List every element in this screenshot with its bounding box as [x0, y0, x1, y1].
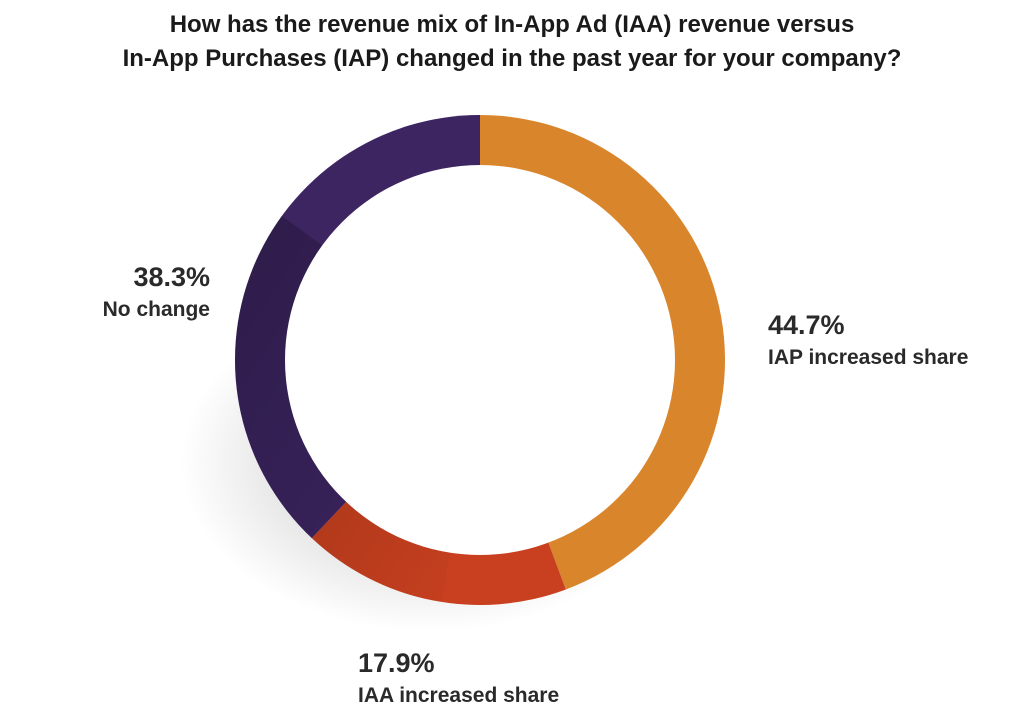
chart-title-line-1: How has the revenue mix of In-App Ad (IA… — [169, 11, 855, 38]
slice-value-label: 17.9% — [358, 648, 435, 678]
slice-category-label: IAP increased share — [768, 346, 968, 369]
slice-category-label: IAA increased share — [358, 684, 559, 707]
chart-title: How has the revenue mix of In-App Ad (IA… — [0, 8, 1024, 76]
slice-value-label: 38.3% — [133, 262, 210, 292]
donut-hole — [285, 165, 675, 555]
slice-category-label: No change — [103, 298, 210, 321]
chart-title-line-2: In-App Purchases (IAP) changed in the pa… — [122, 45, 902, 72]
slice-value-label: 44.7% — [768, 310, 845, 340]
